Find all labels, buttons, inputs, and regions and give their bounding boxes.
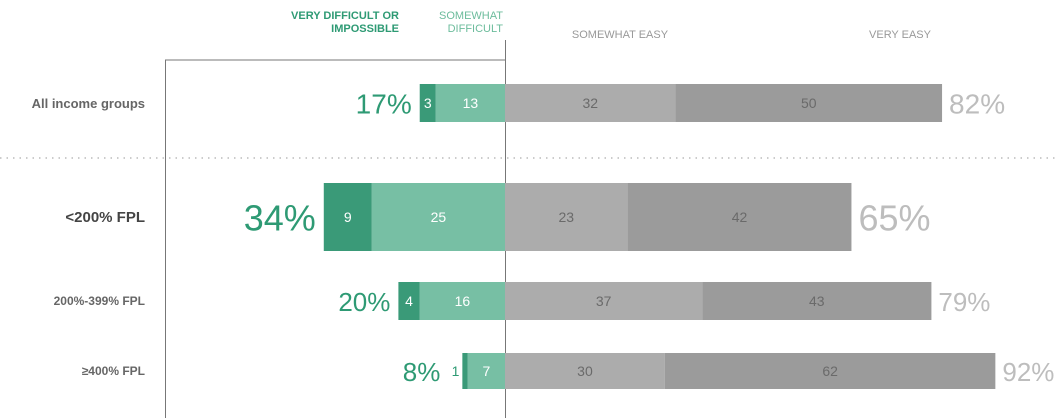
segment-label: 4 — [405, 293, 413, 309]
bar-segment — [419, 282, 505, 320]
segment-label: 23 — [559, 209, 575, 225]
segment-label: 7 — [482, 363, 490, 379]
left-total: 17% — [356, 89, 412, 120]
bar-segment — [462, 353, 468, 389]
bar-segment — [419, 84, 436, 122]
right-total: 92% — [1002, 357, 1054, 387]
bar-segment — [398, 282, 420, 320]
bar-segment — [702, 282, 932, 320]
legend-label: VERY DIFFICULT OR IMPOSSIBLE — [291, 10, 399, 35]
segment-label: 37 — [596, 293, 612, 309]
category-label: ≥400% FPL — [81, 363, 145, 378]
segment-label: 42 — [732, 209, 748, 225]
category-label: 200%-399% FPL — [53, 293, 145, 308]
legend-label: VERY EASY — [869, 29, 931, 41]
segment-label: 50 — [801, 95, 817, 111]
segment-label: 13 — [463, 95, 479, 111]
category-label: <200% FPL — [65, 208, 145, 226]
legend-label: SOMEWHAT EASY — [571, 29, 669, 41]
right-total: 79% — [938, 287, 990, 317]
bar-segment — [675, 84, 943, 122]
bar-segment — [467, 353, 505, 389]
bar-segment — [664, 353, 996, 389]
segment-label: 3 — [424, 95, 432, 111]
bar-segment — [505, 282, 703, 320]
bar-segment — [371, 183, 505, 251]
bar-segment — [505, 183, 628, 251]
segment-label: 9 — [344, 209, 352, 225]
category-label: All income groups — [31, 95, 145, 111]
left-total: 20% — [338, 287, 390, 317]
segment-label: 25 — [431, 209, 447, 225]
left-total: 34% — [244, 198, 316, 239]
bar-segment — [505, 84, 676, 122]
bar-segment — [323, 183, 372, 251]
segment-label: 16 — [455, 293, 471, 309]
legend-label: SOMEWHAT DIFFICULT — [439, 10, 503, 35]
bar-segment — [505, 353, 665, 389]
segment-label: 32 — [582, 95, 598, 111]
right-total: 82% — [949, 89, 1005, 120]
bar-segment — [627, 183, 852, 251]
segment-label: 43 — [809, 293, 825, 309]
segment-label: 30 — [577, 363, 593, 379]
right-total: 65% — [858, 198, 930, 239]
segment-label: 1 — [452, 363, 460, 379]
left-total: 8% — [403, 357, 441, 387]
bar-segment — [435, 84, 505, 122]
segment-label: 62 — [822, 363, 838, 379]
